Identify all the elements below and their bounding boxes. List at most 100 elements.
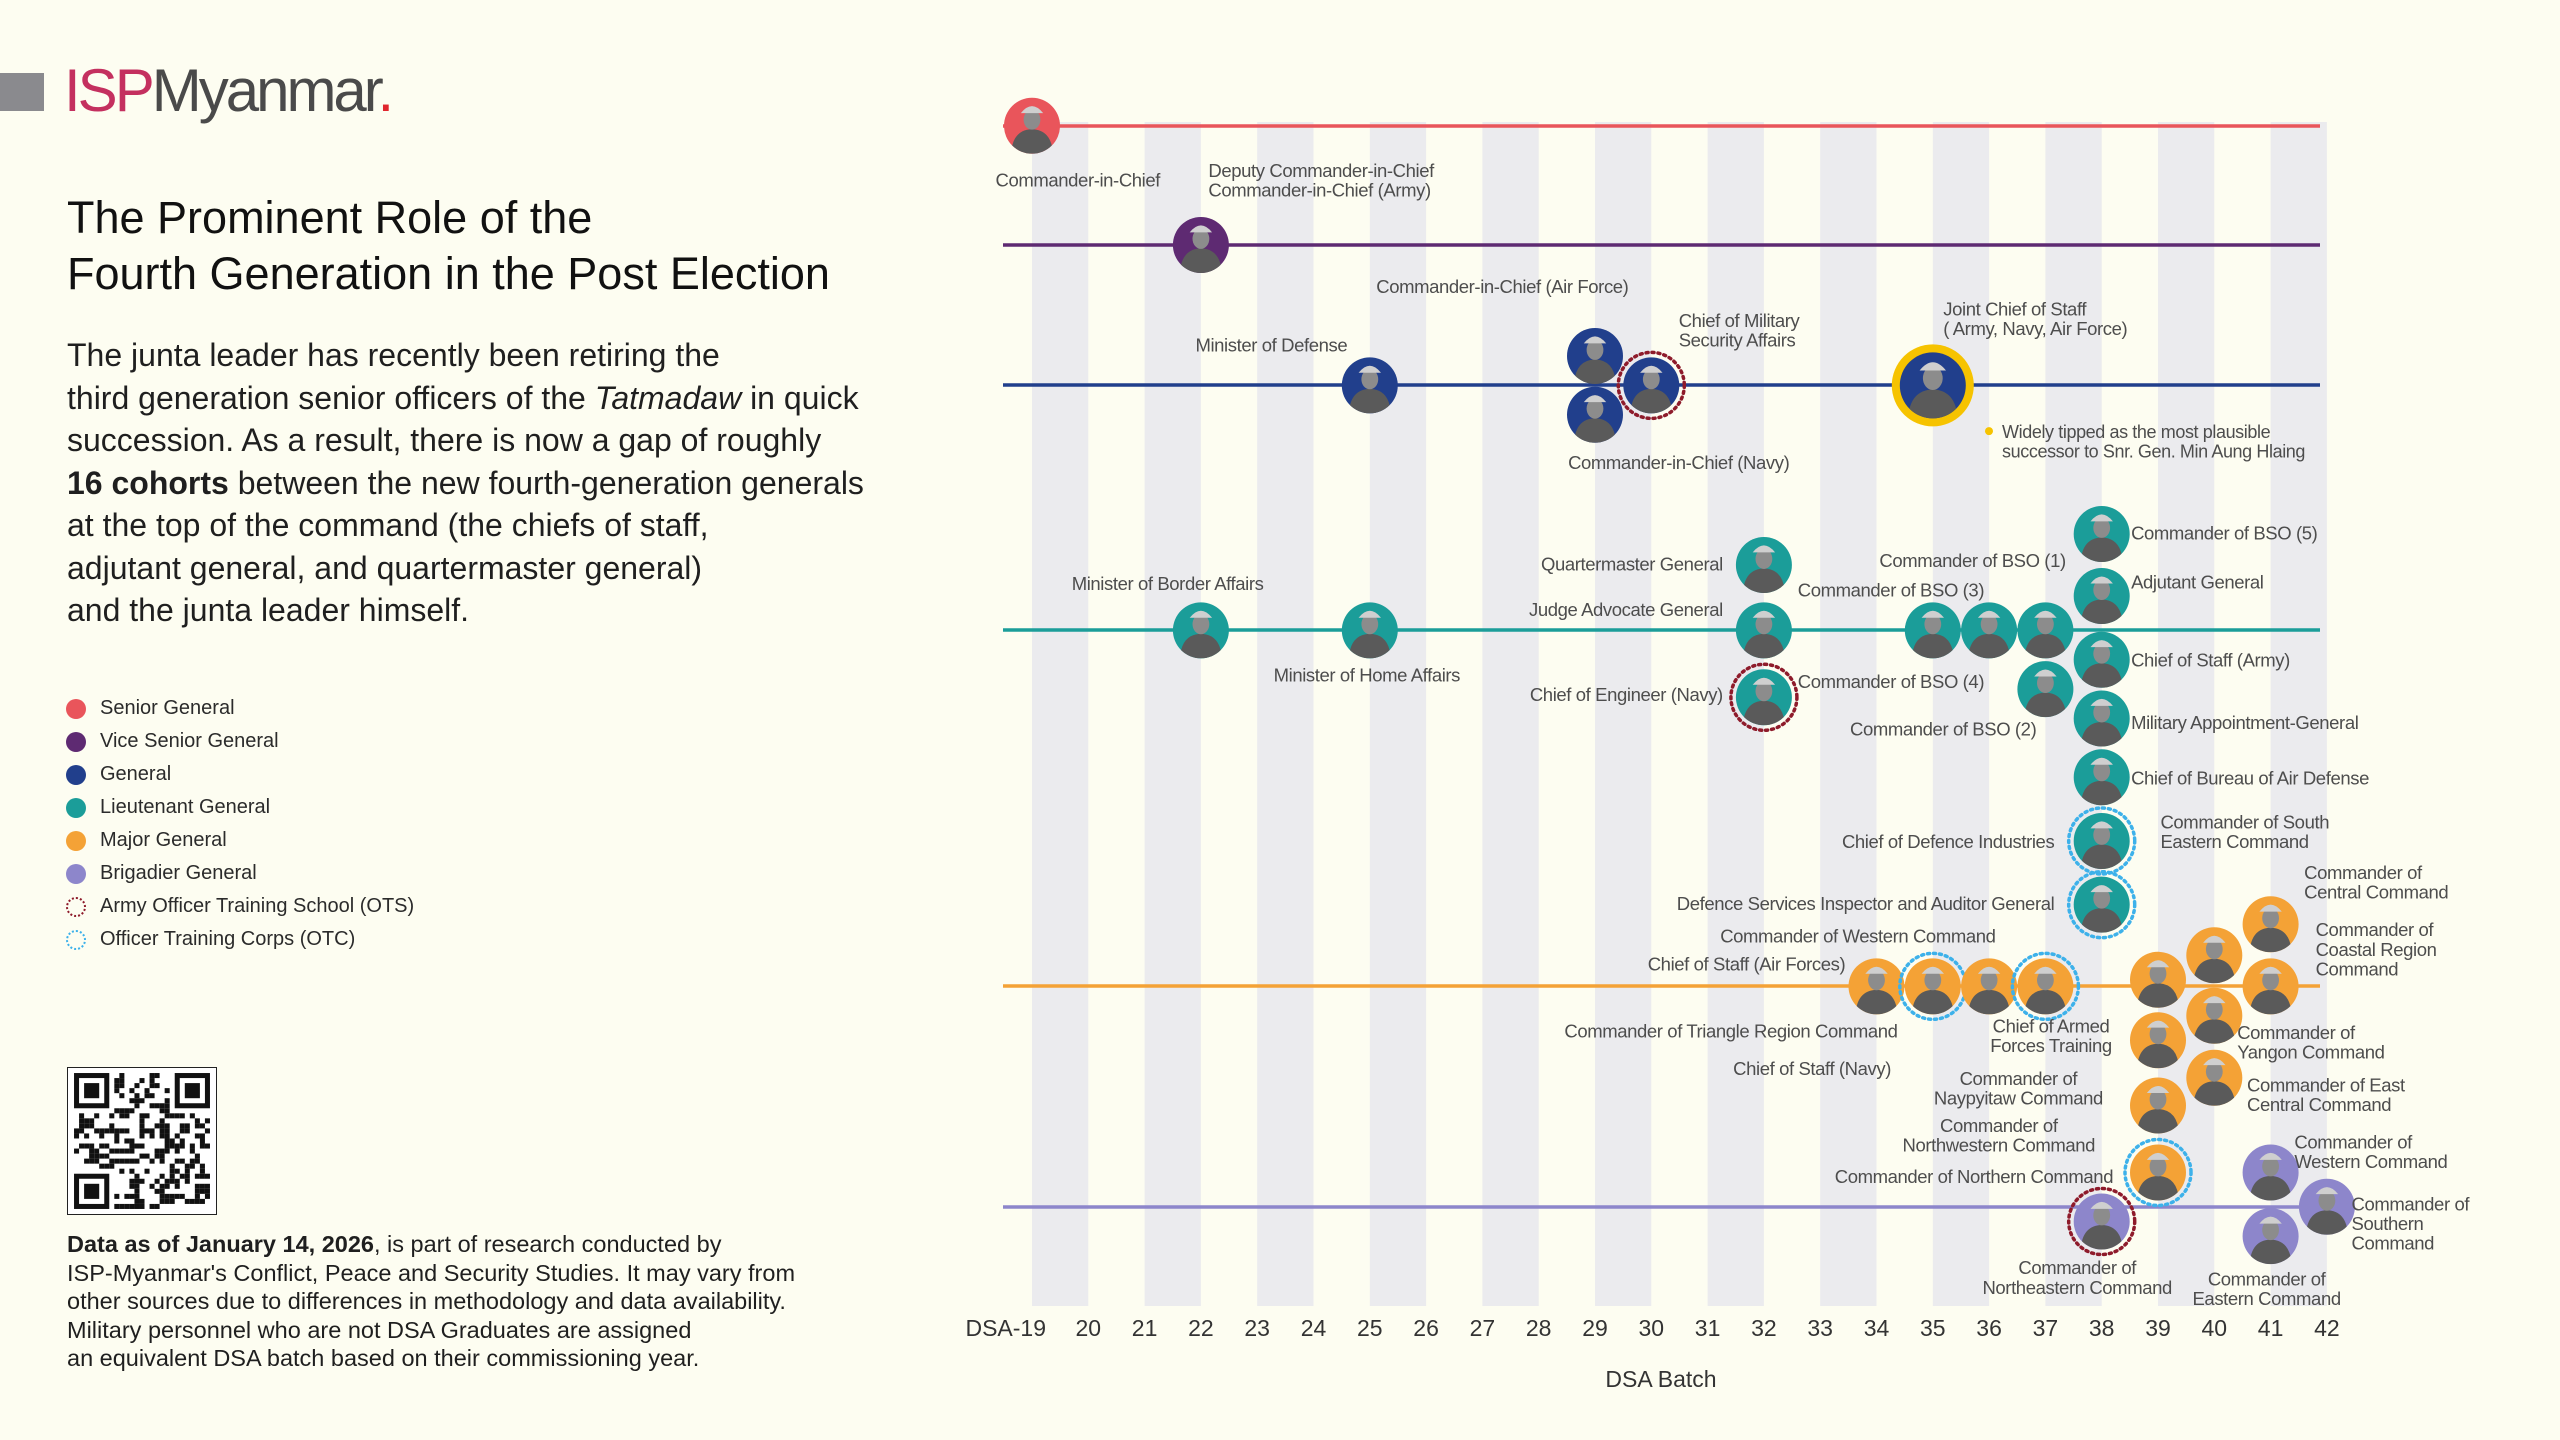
- portrait-icon: [2024, 610, 2067, 659]
- officer-marker[interactable]: [2130, 951, 2186, 1008]
- officer-label: Commander of Triangle Region Command: [1564, 1020, 1897, 1041]
- officer-marker[interactable]: [1567, 386, 1623, 443]
- officer-marker[interactable]: [1729, 662, 1799, 733]
- officer-marker[interactable]: [1004, 97, 1060, 154]
- officer-marker[interactable]: [1961, 602, 2018, 659]
- officer-marker[interactable]: [2010, 951, 2081, 1022]
- officer-marker[interactable]: [2130, 1077, 2186, 1134]
- officer-label: Commander of BSO (1): [1879, 550, 2066, 571]
- portrait-icon: [2080, 576, 2123, 625]
- officer-marker[interactable]: [2186, 927, 2243, 984]
- training-ring-otc: [2123, 1137, 2193, 1208]
- officer-marker[interactable]: [1616, 350, 1687, 421]
- officer-label: Chief of Staff (Navy): [1733, 1058, 1891, 1079]
- officer-marker[interactable]: [1341, 357, 1398, 414]
- officer-marker[interactable]: [2242, 958, 2299, 1015]
- officer-marker[interactable]: [1904, 602, 1961, 659]
- officer-marker[interactable]: [1172, 602, 1229, 659]
- officer-label: Naypyitaw Command: [1934, 1087, 2103, 1108]
- officer-label: Commander of: [2018, 1257, 2137, 1278]
- portrait-icon: [1574, 395, 1616, 443]
- portrait-icon: [2080, 821, 2123, 869]
- portrait-icon: [1968, 610, 2011, 659]
- x-tick-label: 28: [1526, 1315, 1552, 1341]
- legend-item: Lieutenant General: [66, 791, 414, 824]
- legend-label: Brigadier General: [100, 862, 257, 884]
- portrait-icon: [1908, 362, 1958, 419]
- officer-marker[interactable]: [2017, 602, 2074, 659]
- portrait-icon: [1574, 336, 1616, 384]
- x-tick-label: 35: [1920, 1315, 1946, 1341]
- portrait-icon: [1011, 106, 1053, 154]
- text-segment: 16 cohorts: [67, 464, 229, 501]
- officer-label: Northwestern Command: [1903, 1135, 2096, 1156]
- officer-label: Commander of BSO (4): [1798, 671, 1985, 692]
- x-tick-label: 40: [2202, 1315, 2228, 1341]
- officer-marker[interactable]: [2123, 1137, 2193, 1208]
- text-segment: and the junta leader himself.: [67, 592, 470, 628]
- portrait-icon: [1742, 610, 1785, 659]
- x-tick-label: 30: [1639, 1315, 1665, 1341]
- legend-item: Vice Senior General: [66, 725, 414, 758]
- officer-marker[interactable]: [2073, 631, 2130, 688]
- text-line: 16 cohorts between the new fourth-genera…: [67, 462, 864, 505]
- portrait-icon: [1742, 677, 1785, 726]
- officer-marker[interactable]: [2017, 661, 2074, 718]
- officer-marker[interactable]: [2186, 1049, 2243, 1106]
- portrait-icon: [2137, 1020, 2179, 1069]
- officer-label: Chief of Staff (Army): [2131, 650, 2290, 671]
- annotation-dot-icon: [1984, 427, 1993, 436]
- logo-mark: [0, 73, 44, 111]
- officer-marker[interactable]: [1172, 216, 1229, 273]
- portrait-icon: [2305, 1187, 2348, 1235]
- officer-marker[interactable]: [1735, 602, 1792, 659]
- portrait-icon: [2080, 514, 2123, 562]
- legend: Senior General Vice Senior General General…: [66, 692, 414, 956]
- officer-marker[interactable]: [2186, 987, 2243, 1044]
- batch-band: [1144, 122, 1201, 1306]
- portrait-icon: [2137, 1152, 2179, 1201]
- x-tick-label: 29: [1582, 1315, 1608, 1341]
- officer-marker[interactable]: [2073, 690, 2130, 747]
- legend-item: Officer Training Corps (OTC): [66, 923, 414, 956]
- legend-label: General: [100, 763, 172, 785]
- officer-marker[interactable]: [1898, 951, 1968, 1022]
- officer-marker[interactable]: [2073, 749, 2130, 806]
- legend-label: Lieutenant General: [100, 796, 271, 818]
- batch-band: [1032, 122, 1089, 1306]
- officer-label: Chief of Military: [1679, 310, 1801, 331]
- officer-marker[interactable]: [2242, 896, 2299, 953]
- officer-label: ( Army, Navy, Air Force): [1943, 318, 2127, 339]
- officer-marker[interactable]: [2066, 806, 2137, 876]
- officer-marker[interactable]: [2073, 568, 2130, 625]
- officer-marker[interactable]: [2242, 1144, 2299, 1201]
- text-line: Data as of January 14, 2026, is part of …: [67, 1230, 795, 1259]
- text-line: third generation senior officers of the …: [67, 377, 864, 420]
- qr-code[interactable]: [67, 1067, 217, 1215]
- batch-band: [1482, 122, 1539, 1306]
- officer-marker[interactable]: [1891, 344, 1974, 427]
- text-segment: Military personnel who are not DSA Gradu…: [67, 1316, 692, 1343]
- officer-marker[interactable]: [1735, 537, 1792, 594]
- text-segment: at the top of the command (the chiefs of…: [67, 507, 709, 543]
- text-segment: other sources due to differences in meth…: [67, 1288, 786, 1315]
- portrait-icon: [2249, 1152, 2292, 1201]
- officer-label: Commander of: [1960, 1068, 2079, 1089]
- officer-marker[interactable]: [1848, 958, 1905, 1015]
- officer-marker[interactable]: [2073, 505, 2130, 562]
- officer-marker[interactable]: [2066, 1186, 2137, 1257]
- officer-marker[interactable]: [2066, 869, 2137, 940]
- officer-marker[interactable]: [2298, 1178, 2355, 1235]
- officer-marker[interactable]: [2242, 1208, 2299, 1265]
- officer-label: Military Appointment-General: [2131, 712, 2358, 733]
- portrait-icon: [2080, 885, 2123, 933]
- officer-marker[interactable]: [1341, 602, 1398, 659]
- text-line: and the junta leader himself.: [67, 589, 864, 632]
- legend-item: Brigadier General: [66, 857, 414, 890]
- training-ring-otc: [2066, 869, 2137, 940]
- officer-marker[interactable]: [1567, 327, 1623, 384]
- officer-label: Deputy Commander-in-Chief: [1208, 160, 1435, 181]
- officer-marker[interactable]: [1961, 958, 2018, 1015]
- officer-marker[interactable]: [2130, 1012, 2186, 1069]
- x-tick-label: 41: [2258, 1315, 2284, 1341]
